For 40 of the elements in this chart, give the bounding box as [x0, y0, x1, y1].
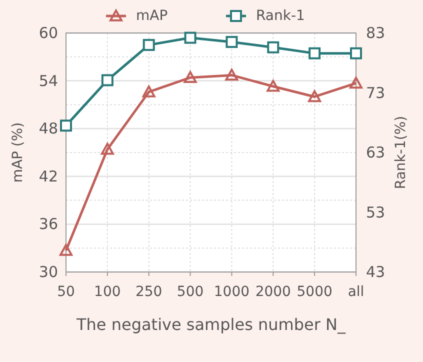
x-tick-label: 5000 — [296, 284, 332, 300]
x-tick-label: 2000 — [255, 284, 291, 300]
point — [267, 41, 280, 54]
y-tick-label: 36 — [38, 215, 58, 234]
y-tick-label: 60 — [38, 24, 58, 42]
point — [266, 80, 280, 92]
y2-tick-label: 73 — [366, 84, 386, 102]
x-axis-title: The negative samples number N_ — [76, 315, 346, 334]
point — [142, 85, 156, 98]
point — [184, 71, 197, 84]
point — [142, 38, 155, 51]
y-axis-title: mAP (%) — [10, 122, 26, 183]
y2-tick-label: 53 — [366, 203, 386, 222]
y2-tick-label: 63 — [366, 144, 386, 162]
point — [350, 76, 362, 89]
point — [60, 244, 72, 256]
y2-tick-label: 43 — [366, 263, 386, 281]
y2-tick-label: 83 — [366, 24, 386, 42]
point — [100, 142, 114, 155]
point — [226, 36, 238, 48]
y-tick-label: 30 — [38, 263, 58, 281]
point — [350, 47, 362, 60]
y-tick-label: 48 — [38, 120, 58, 138]
y2-axis-title: Rank-1(%) — [393, 116, 409, 190]
point — [60, 120, 72, 132]
point — [308, 90, 322, 102]
x-tick-label: 1000 — [214, 284, 250, 300]
point — [308, 47, 321, 60]
x-tick-label: 500 — [176, 284, 204, 300]
point — [101, 74, 114, 86]
y-tick-label: 54 — [38, 72, 58, 90]
point — [184, 32, 196, 44]
point — [225, 68, 238, 81]
x-tick-label: all — [348, 284, 364, 300]
x-tick-label: 50 — [57, 284, 75, 300]
y-tick-label: 42 — [38, 167, 58, 186]
x-tick-label: 100 — [94, 284, 121, 300]
x-tick-label: 250 — [135, 284, 162, 300]
legend-label: mAP — [136, 8, 168, 24]
legend-label: Rank-1 — [256, 8, 305, 24]
